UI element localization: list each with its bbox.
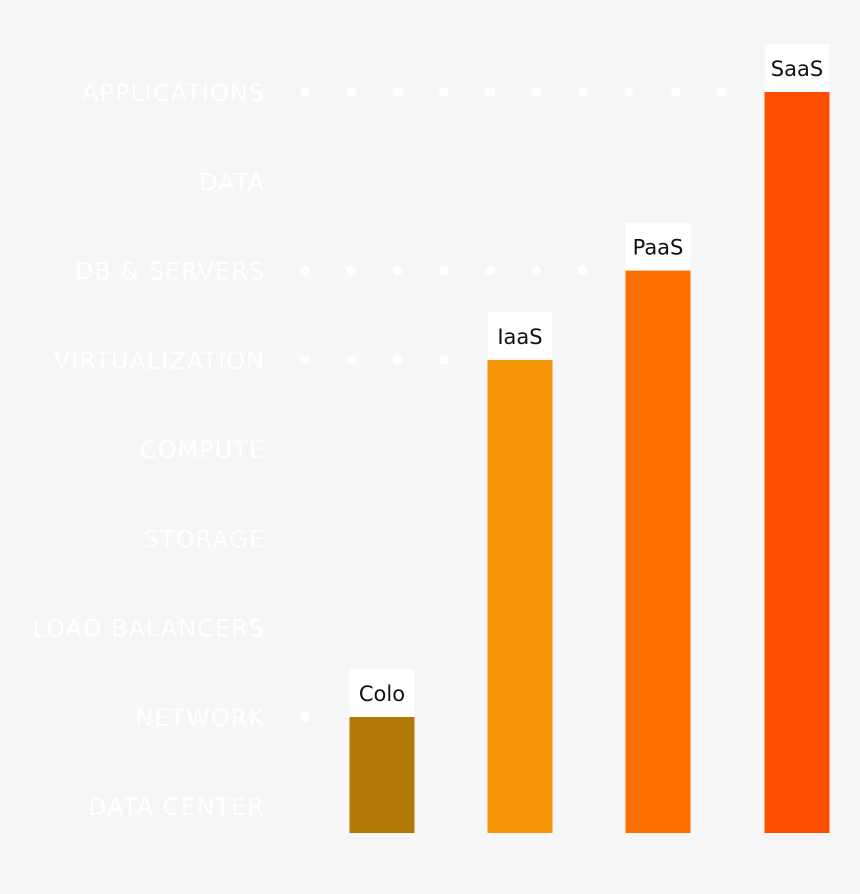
y-label-load-balancers: LOAD BALANCERS bbox=[32, 615, 265, 643]
guide-dot bbox=[300, 354, 310, 365]
bar-label-saas: SaaS bbox=[771, 57, 823, 81]
guide-dot bbox=[300, 87, 310, 97]
y-axis-labels: DATA CENTER NETWORK LOAD BALANCERS STORAGE C… bbox=[32, 79, 265, 821]
y-label-virtualization: VIRTUALIZATION bbox=[54, 347, 265, 375]
guide-dot bbox=[485, 87, 496, 97]
guide-dot bbox=[438, 265, 449, 276]
y-label-storage: STORAGE bbox=[144, 525, 265, 553]
bars: Colo IaaS PaaS SaaS bbox=[349, 44, 830, 834]
y-label-data-center: DATA CENTER bbox=[88, 793, 265, 821]
guide-dot bbox=[624, 87, 635, 97]
guide-dot bbox=[670, 87, 681, 97]
bar-label-box-colo bbox=[349, 668, 415, 717]
guide-dot bbox=[392, 354, 403, 365]
y-label-compute: COMPUTE bbox=[140, 436, 265, 464]
y-label-db-servers: DB & SERVERS bbox=[75, 258, 265, 286]
bar-colo bbox=[349, 716, 415, 833]
bar-saas bbox=[764, 92, 830, 833]
guide-dot bbox=[531, 87, 542, 97]
bar-label-iaas: IaaS bbox=[497, 325, 542, 349]
guide-dot bbox=[485, 265, 496, 276]
guide-dot bbox=[531, 265, 542, 276]
guide-dot bbox=[438, 354, 449, 365]
guide-dot bbox=[392, 265, 403, 276]
guide-dot bbox=[346, 87, 357, 97]
guide-dot bbox=[346, 354, 357, 365]
y-label-network: NETWORK bbox=[135, 704, 265, 732]
guide-dot bbox=[392, 87, 403, 97]
guide-dot bbox=[577, 265, 588, 276]
bar-iaas bbox=[487, 359, 553, 833]
y-label-applications: APPLICATIONS bbox=[82, 79, 265, 107]
y-label-data: DATA bbox=[199, 168, 265, 196]
guide-dot bbox=[577, 87, 588, 97]
bar-label-box-iaas bbox=[487, 311, 553, 360]
bar-label-colo: Colo bbox=[359, 682, 405, 706]
dotted-guides bbox=[300, 87, 727, 722]
guide-dot bbox=[300, 265, 310, 276]
bar-label-box-paas bbox=[625, 222, 691, 271]
guide-dot bbox=[346, 265, 357, 276]
guide-dot bbox=[716, 87, 727, 97]
guide-dot bbox=[438, 87, 449, 97]
bar-paas bbox=[625, 270, 691, 834]
bar-label-box-saas bbox=[764, 44, 830, 92]
bar-label-paas: PaaS bbox=[633, 236, 684, 260]
guide-dot bbox=[300, 711, 310, 722]
